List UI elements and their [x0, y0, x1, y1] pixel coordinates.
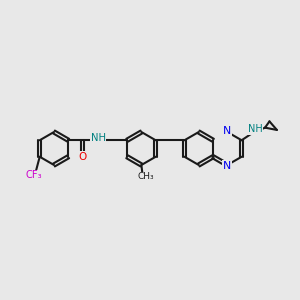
Text: NH: NH [248, 124, 263, 134]
Text: N: N [223, 160, 231, 171]
Text: O: O [79, 152, 87, 162]
Text: N: N [223, 126, 231, 136]
Text: NH: NH [91, 133, 106, 142]
Text: CF₃: CF₃ [26, 170, 42, 180]
Text: CH₃: CH₃ [138, 172, 154, 181]
